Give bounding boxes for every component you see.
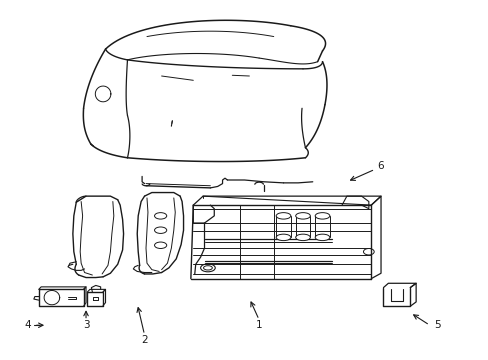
Ellipse shape: [276, 213, 290, 219]
Text: 2: 2: [141, 334, 147, 345]
Ellipse shape: [315, 213, 329, 219]
Text: 6: 6: [377, 161, 384, 171]
Ellipse shape: [276, 234, 290, 240]
Ellipse shape: [295, 234, 310, 240]
Text: 3: 3: [82, 320, 89, 330]
Text: 1: 1: [255, 320, 262, 330]
Text: 5: 5: [433, 320, 440, 330]
Ellipse shape: [295, 213, 310, 219]
Text: 4: 4: [24, 320, 31, 330]
Ellipse shape: [315, 234, 329, 240]
